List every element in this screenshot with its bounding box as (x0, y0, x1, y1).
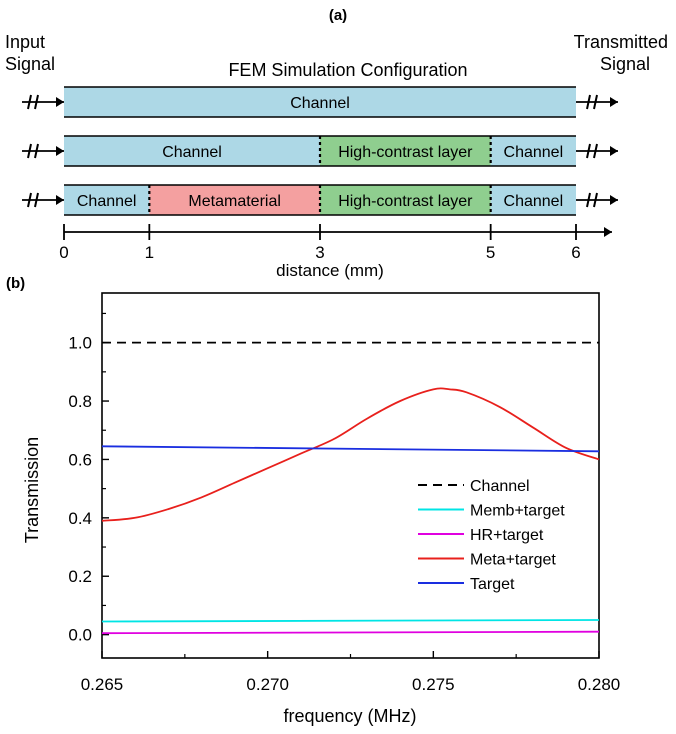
segment-channel (64, 136, 320, 166)
axis-ticks: 0.265 0.270 0.275 0.280 0.0 0.2 0.4 0.6 0.8 1.0 (68, 312, 621, 694)
arrowhead (604, 227, 612, 237)
panel-a-label: (a) (329, 7, 347, 24)
y-tick-label: 0.2 (68, 567, 92, 586)
segment-label: Channel (77, 193, 137, 210)
legend-label: Channel (470, 478, 530, 495)
legend-label: Meta+target (470, 552, 556, 569)
break-mark (586, 94, 598, 110)
series-memb-target (101, 619, 600, 623)
distance-tick-label: 6 (571, 243, 580, 262)
break-mark (27, 94, 39, 110)
break-mark (586, 192, 598, 208)
input-label-line2: Signal (5, 54, 55, 74)
legend: Channel Memb+target HR+target Meta+target Ta… (418, 478, 565, 593)
series-hr-target (101, 630, 600, 635)
break-mark (27, 192, 39, 208)
config-rows: Channel Channel High-contrast layer Channel… (22, 86, 618, 216)
input-label-line1: Input (5, 32, 45, 52)
distance-tick-label: 3 (315, 243, 324, 262)
distance-axis: 0 1 3 5 6 (59, 224, 612, 262)
segment-label: High-contrast layer (338, 193, 473, 210)
segment-channel (64, 185, 150, 215)
legend-label: Target (470, 576, 515, 593)
x-axis-label: frequency (MHz) (283, 706, 416, 726)
y-tick-label: 0.4 (68, 509, 92, 528)
segment-metamaterial (149, 185, 320, 215)
segment-high-contrast-layer (320, 185, 491, 215)
x-tick-label: 0.275 (412, 675, 455, 694)
segment-label: Channel (162, 144, 222, 161)
output-label-line2: Signal (600, 54, 650, 74)
segment-label: High-contrast layer (338, 144, 473, 161)
distance-axis-label: distance (mm) (276, 261, 384, 280)
segment-label: Channel (290, 95, 350, 112)
segment-channel (64, 87, 576, 117)
x-tick-label: 0.265 (81, 675, 124, 694)
arrowhead (56, 146, 64, 156)
output-label-line1: Transmitted (574, 32, 668, 52)
series-target (101, 445, 600, 453)
distance-tick-label: 0 (59, 243, 68, 262)
segment-high-contrast-layer (320, 136, 491, 166)
y-tick-label: 1.0 (68, 334, 92, 353)
config-title: FEM Simulation Configuration (228, 60, 467, 80)
arrowhead (610, 146, 618, 156)
panel-a: (a) Input Signal Transmitted Signal FEM … (5, 7, 668, 280)
distance-tick-label: 1 (145, 243, 154, 262)
legend-label: Memb+target (470, 503, 565, 520)
y-tick-label: 0.6 (68, 450, 92, 469)
break-mark (27, 143, 39, 159)
segment-channel (490, 185, 576, 215)
plot-lines (101, 341, 600, 635)
y-tick-label: 0.8 (68, 392, 92, 411)
x-tick-label: 0.280 (578, 675, 621, 694)
panel-b: (b) 0.265 0.270 0.275 0.280 0.0 0.2 0.4 0.6 0.8 1… (6, 275, 620, 726)
break-mark (586, 143, 598, 159)
arrowhead (56, 97, 64, 107)
segment-channel (490, 136, 576, 166)
plot-frame (101, 292, 600, 659)
y-axis-label: Transmission (22, 437, 42, 543)
arrowhead (610, 97, 618, 107)
segment-label: Channel (504, 193, 564, 210)
segment-label: Channel (504, 144, 564, 161)
arrowhead (610, 195, 618, 205)
arrowhead (56, 195, 64, 205)
distance-tick-label: 5 (486, 243, 495, 262)
series-meta-target (101, 387, 600, 522)
y-tick-label: 0.0 (68, 626, 92, 645)
panel-b-label: (b) (6, 275, 25, 292)
x-tick-label: 0.270 (246, 675, 289, 694)
segment-label: Metamaterial (188, 193, 280, 210)
legend-label: HR+target (470, 527, 544, 544)
